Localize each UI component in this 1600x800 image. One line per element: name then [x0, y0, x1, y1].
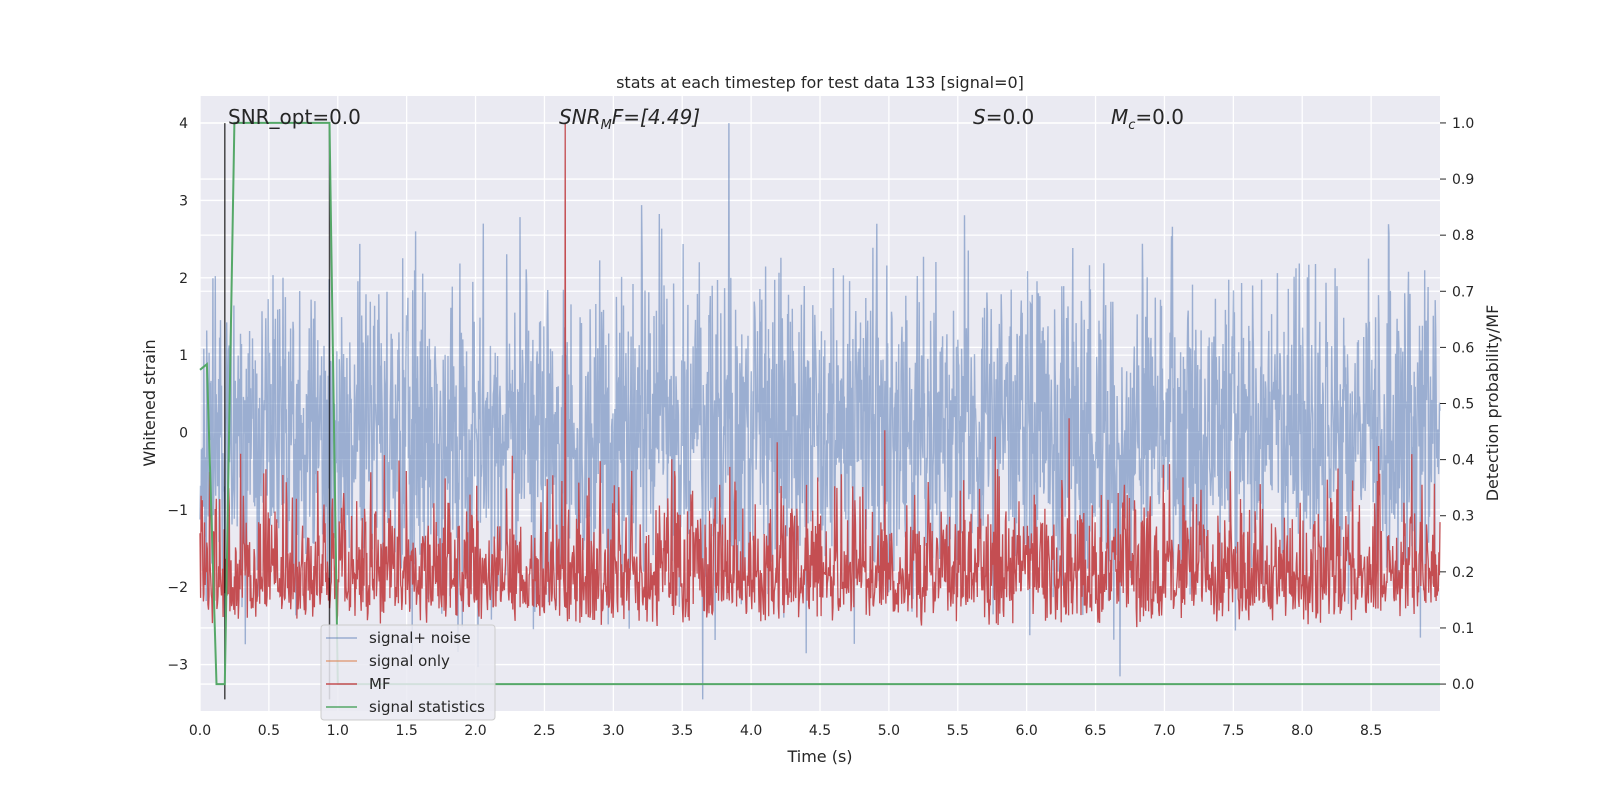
y2-axis-label: Detection probability/MF — [1483, 305, 1502, 502]
y-tick-label: −1 — [167, 503, 188, 519]
y2-tick-label: 0.6 — [1452, 340, 1474, 356]
x-tick-label: 4.0 — [740, 723, 762, 739]
y2-tick-label: 0.5 — [1452, 397, 1474, 413]
y-tick-label: 2 — [179, 271, 188, 287]
x-tick-label: 4.5 — [809, 723, 831, 739]
legend-box — [320, 624, 496, 721]
y2-tick-label: 0.4 — [1452, 453, 1474, 469]
y-tick-label: 0 — [179, 426, 188, 442]
x-tick-label: 6.0 — [1016, 723, 1038, 739]
x-tick-label: 6.5 — [1084, 723, 1106, 739]
legend-label-signal-only: signal only — [369, 652, 450, 670]
x-tick-label: 3.0 — [602, 723, 624, 739]
y2-tick-label: 0.1 — [1452, 621, 1474, 637]
y2-tick-label: 0.8 — [1452, 228, 1474, 244]
y2-tick-label: 0.3 — [1452, 509, 1474, 525]
ticks: 0.0 0.5 1.0 1.5 2.0 2.5 3.0 3.5 4.0 4.5 5.0 5.5 6.0 6… — [167, 116, 1474, 739]
y2-tick-label: 0.0 — [1452, 677, 1474, 693]
data-layer — [199, 121, 1441, 700]
x-tick-label: 5.0 — [878, 723, 900, 739]
legend: signal+ noise signal only MF signal stat… — [320, 624, 496, 721]
y-tick-label: 1 — [179, 348, 188, 364]
annotation-snr-opt: SNR_opt=0.0 — [228, 105, 361, 129]
x-tick-label: 1.0 — [327, 723, 349, 739]
annotation-snr-mf: SNRMF=[4.49] — [559, 105, 700, 133]
annotation-s: S=0.0 — [973, 105, 1034, 129]
y2-tick-label: 0.7 — [1452, 284, 1474, 300]
x-tick-label: 0.0 — [189, 723, 211, 739]
x-tick-label: 8.0 — [1291, 723, 1313, 739]
legend-label-signal-statistics: signal statistics — [369, 698, 485, 716]
y-tick-label: −2 — [167, 580, 188, 596]
series-signal-statistics-line — [199, 121, 1440, 686]
chart-title: stats at each timestep for test data 133… — [616, 73, 1024, 92]
x-tick-label: 0.5 — [258, 723, 280, 739]
x-tick-label: 7.5 — [1222, 723, 1244, 739]
x-tick-label: 7.0 — [1153, 723, 1175, 739]
x-tick-label: 2.5 — [533, 723, 555, 739]
annotation-mc: Mc=0.0 — [1111, 105, 1184, 133]
x-tick-label: 1.5 — [396, 723, 418, 739]
legend-label-signal-noise: signal+ noise — [369, 629, 471, 647]
y2-tick-label: 1.0 — [1452, 116, 1474, 132]
legend-label-mf: MF — [369, 675, 391, 693]
y-tick-label: −3 — [167, 658, 188, 674]
y-tick-label: 4 — [179, 116, 188, 132]
y-axis-label: Whitened strain — [140, 339, 159, 466]
series-signal-noise-line — [199, 123, 1441, 700]
x-axis-label: Time (s) — [786, 747, 852, 766]
y-tick-label: 3 — [179, 193, 188, 209]
x-tick-label: 5.5 — [947, 723, 969, 739]
x-tick-label: 3.5 — [671, 723, 693, 739]
series-mf-line — [199, 122, 1441, 628]
x-tick-label: 8.5 — [1360, 723, 1382, 739]
y2-tick-label: 0.2 — [1452, 565, 1474, 581]
x-tick-label: 2.0 — [464, 723, 486, 739]
y2-tick-label: 0.9 — [1452, 172, 1474, 188]
